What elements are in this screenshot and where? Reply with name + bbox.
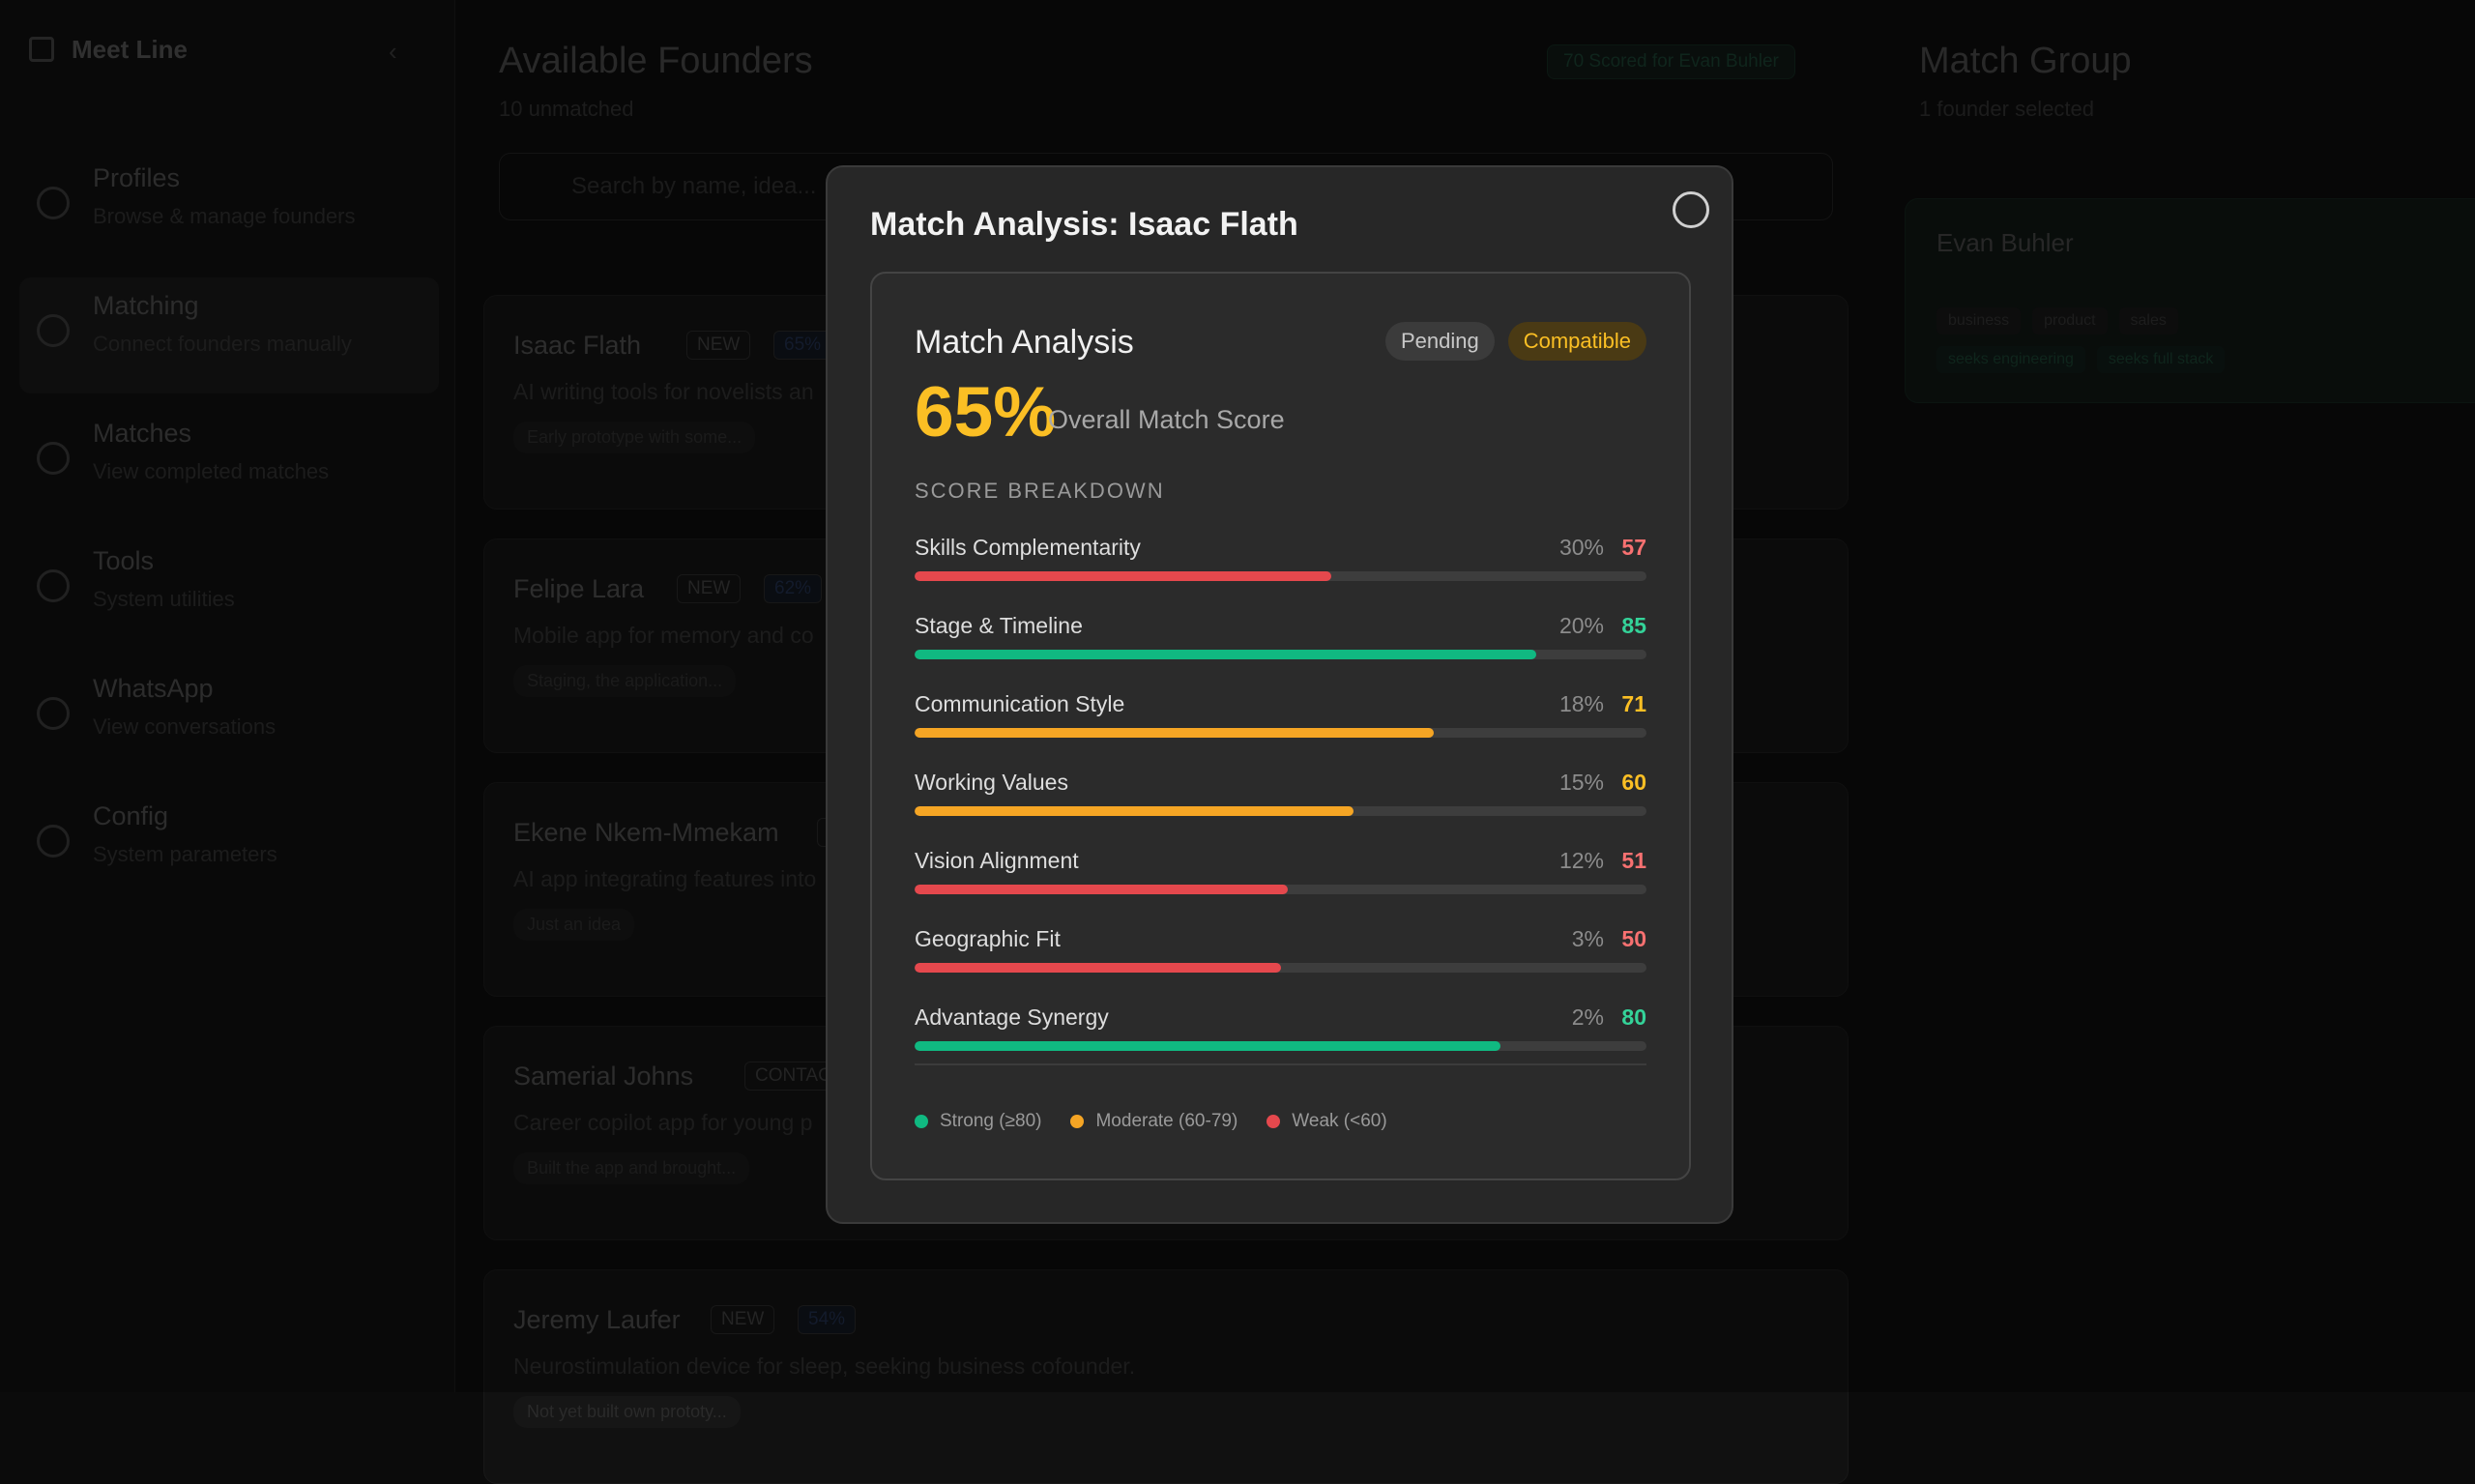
legend-label: Weak (<60)	[1292, 1111, 1386, 1131]
row-weight: 18%	[1559, 691, 1604, 717]
row-weight: 12%	[1559, 848, 1604, 874]
status-badges: Pending Compatible	[1385, 322, 1646, 361]
row-name: Communication Style	[915, 691, 1124, 717]
close-button[interactable]	[1673, 191, 1709, 228]
separator	[915, 1063, 1646, 1065]
legend-dot	[1070, 1115, 1084, 1128]
overall-score: 65%	[915, 372, 1056, 452]
score-track	[915, 806, 1646, 816]
row-weight: 20%	[1559, 613, 1604, 639]
status-badge: Compatible	[1508, 322, 1646, 361]
score-track	[915, 571, 1646, 581]
analysis-card: Match Analysis Pending Compatible 65% Ov…	[870, 272, 1691, 1180]
legend-item: Strong (≥80)	[915, 1111, 1041, 1132]
legend-label: Moderate (60-79)	[1095, 1111, 1238, 1131]
score-track	[915, 728, 1646, 738]
score-bar	[915, 885, 1288, 894]
row-score: 60	[1621, 770, 1646, 796]
score-bar	[915, 1041, 1500, 1051]
score-track	[915, 650, 1646, 659]
row-weight: 2%	[1572, 1004, 1604, 1031]
row-score: 71	[1621, 691, 1646, 717]
row-score: 57	[1621, 535, 1646, 561]
row-name: Advantage Synergy	[915, 1004, 1109, 1031]
row-name: Vision Alignment	[915, 848, 1079, 874]
breakdown-row: Geographic Fit 3% 50	[915, 926, 1646, 984]
modal-title: Match Analysis: Isaac Flath	[870, 206, 1298, 244]
score-bar	[915, 728, 1434, 738]
row-score: 50	[1621, 926, 1646, 952]
legend-item: Weak (<60)	[1267, 1111, 1386, 1132]
legend: Strong (≥80) Moderate (60-79) Weak (<60)	[915, 1111, 1387, 1132]
score-bar	[915, 963, 1281, 973]
legend-dot	[915, 1115, 928, 1128]
score-bar	[915, 806, 1354, 816]
score-track	[915, 1041, 1646, 1051]
modal: Match Analysis: Isaac Flath Match Analys…	[826, 165, 1733, 1224]
legend-label: Strong (≥80)	[940, 1111, 1041, 1131]
score-bar	[915, 571, 1331, 581]
legend-item: Moderate (60-79)	[1070, 1111, 1238, 1132]
status-badge: Pending	[1385, 322, 1495, 361]
score-bar	[915, 650, 1536, 659]
breakdown-row: Vision Alignment 12% 51	[915, 848, 1646, 906]
row-score: 51	[1621, 848, 1646, 874]
legend-dot	[1267, 1115, 1280, 1128]
row-weight: 15%	[1559, 770, 1604, 796]
breakdown-row: Stage & Timeline 20% 85	[915, 613, 1646, 671]
overall-label: Overall Match Score	[1048, 405, 1285, 435]
row-weight: 30%	[1559, 535, 1604, 561]
row-name: Stage & Timeline	[915, 613, 1083, 639]
row-name: Working Values	[915, 770, 1068, 796]
score-track	[915, 963, 1646, 973]
row-name: Geographic Fit	[915, 926, 1061, 952]
breakdown-title: SCORE BREAKDOWN	[915, 479, 1165, 504]
row-score: 85	[1621, 613, 1646, 639]
row-weight: 3%	[1572, 926, 1604, 952]
breakdown-row: Working Values 15% 60	[915, 770, 1646, 828]
row-name: Skills Complementarity	[915, 535, 1141, 561]
card-title: Match Analysis	[915, 324, 1134, 362]
breakdown-row: Skills Complementarity 30% 57	[915, 535, 1646, 593]
breakdown-row: Advantage Synergy 2% 80	[915, 1004, 1646, 1062]
founder-tag: Not yet built own prototy...	[513, 1396, 741, 1428]
breakdown-row: Communication Style 18% 71	[915, 691, 1646, 749]
row-score: 80	[1621, 1004, 1646, 1031]
score-track	[915, 885, 1646, 894]
